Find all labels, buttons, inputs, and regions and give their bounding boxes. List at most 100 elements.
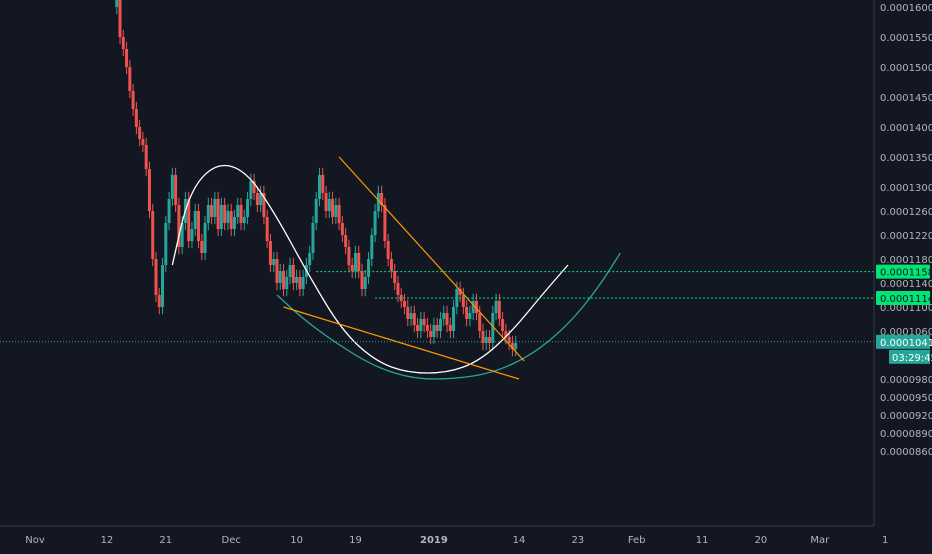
candle-body <box>285 277 289 289</box>
time-tick-label: Feb <box>628 535 646 546</box>
trendline-drawing[interactable] <box>283 306 520 380</box>
candle-body <box>232 217 236 229</box>
candle-body <box>438 319 442 331</box>
candle-body <box>170 175 174 199</box>
candle-body <box>383 205 387 241</box>
time-tick-label: 20 <box>755 535 768 546</box>
curve-drawing[interactable] <box>276 252 621 380</box>
candle-body <box>167 199 171 223</box>
candle-body <box>190 229 194 241</box>
candle-body <box>229 211 233 229</box>
time-tick-label: Dec <box>222 535 241 546</box>
candle-body <box>419 319 423 331</box>
candle-body <box>494 301 498 313</box>
candle-body <box>425 325 429 331</box>
candle-body <box>197 211 200 241</box>
candle-body <box>252 181 256 193</box>
candle-body <box>488 337 492 343</box>
candle-body <box>249 181 253 199</box>
candle-body <box>429 331 433 337</box>
horizontal-lines-layer <box>316 271 874 299</box>
candle-body <box>353 253 357 271</box>
candle-body <box>206 205 210 223</box>
candle-body <box>465 307 469 319</box>
candle-body <box>406 307 410 319</box>
candle-body <box>200 241 204 253</box>
candle-body <box>219 205 223 229</box>
candle-body <box>115 0 119 7</box>
candle-body <box>435 325 439 331</box>
candle-body <box>275 259 279 283</box>
level-price-marker-label: 0.00011585 <box>880 268 932 279</box>
candle-body <box>416 325 420 331</box>
candle-body <box>161 265 165 307</box>
candle-body <box>484 337 488 343</box>
candle-body <box>226 211 230 223</box>
time-tick-label: Mar <box>810 535 830 546</box>
candle-body <box>265 217 269 241</box>
candle-body <box>445 313 449 325</box>
candle-body <box>317 175 321 199</box>
candle-body <box>121 37 125 49</box>
candle-body <box>242 217 246 223</box>
candle-body <box>344 235 348 247</box>
trendline-drawing[interactable] <box>338 156 525 362</box>
candle-body <box>373 211 377 235</box>
candle-body <box>442 313 446 319</box>
level-price-marker <box>876 264 930 279</box>
candle-body <box>396 283 400 295</box>
candle-body <box>452 307 456 331</box>
candle-body <box>301 277 305 289</box>
candle-body <box>403 301 407 307</box>
time-tick-label: 23 <box>571 535 584 546</box>
candle-body <box>239 205 243 223</box>
candle-body <box>128 67 132 91</box>
candle-body <box>432 325 436 337</box>
candle-body <box>223 205 227 223</box>
candle-body <box>314 199 318 223</box>
candle-body <box>481 331 485 343</box>
time-tick-label: 21 <box>159 535 172 546</box>
time-axis-labels: Nov 12 21 Dec 10 19 2019 14 23 Feb 11 20 Mar 1 <box>25 535 888 546</box>
candle-body <box>154 259 158 295</box>
price-markers: 0.00011585 0.00011146 0.00010417 03:29:45 <box>876 264 932 364</box>
curve-drawing[interactable] <box>171 164 569 374</box>
candle-body <box>236 205 240 217</box>
level-price-marker-label: 0.00011146 <box>880 294 932 305</box>
candle-body <box>311 223 315 253</box>
candle-body <box>507 337 511 343</box>
candle-body <box>386 241 390 259</box>
time-axis[interactable] <box>0 526 932 550</box>
candle-body <box>164 223 168 265</box>
candle-body <box>478 313 482 331</box>
candle-body <box>187 199 191 241</box>
candle-body <box>471 301 475 313</box>
time-tick-label: 2019 <box>420 535 448 546</box>
candle-body <box>412 313 416 325</box>
candle-body <box>118 0 122 37</box>
candle-body <box>504 331 508 337</box>
candle-body <box>298 277 302 289</box>
candle-body <box>422 319 426 325</box>
candles-layer <box>115 0 518 357</box>
candle-body <box>340 223 344 235</box>
last-price-marker <box>876 334 930 349</box>
price-axis[interactable] <box>874 0 932 526</box>
candle-body <box>288 265 292 277</box>
level-price-marker <box>876 291 930 305</box>
candle-body <box>321 175 325 193</box>
candle-body <box>367 259 371 277</box>
time-tick-label: 10 <box>290 535 303 546</box>
